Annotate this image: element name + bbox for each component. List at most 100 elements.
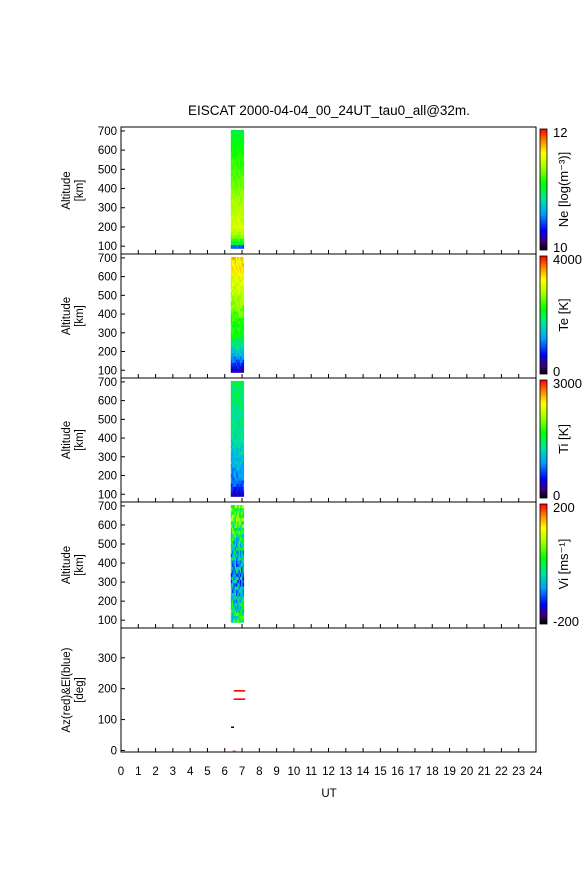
heatmap-cell xyxy=(230,380,233,385)
heatmap-cell xyxy=(241,289,243,293)
data-point xyxy=(240,690,244,692)
heatmap-cell xyxy=(233,416,235,420)
heatmap-cell xyxy=(230,133,233,137)
heatmap-cell xyxy=(230,441,233,446)
heatmap-cell xyxy=(232,324,234,328)
heatmap-cell xyxy=(232,413,234,417)
heatmap-cell xyxy=(242,129,245,134)
y-axis-label: Altitude[km] xyxy=(61,546,86,584)
heatmap-cell xyxy=(242,343,245,348)
heatmap-cell xyxy=(235,429,238,433)
heatmap-cell xyxy=(239,156,242,160)
heatmap-cell xyxy=(239,266,242,271)
heatmap-cell xyxy=(239,346,242,351)
heatmap-cell xyxy=(238,606,241,610)
heatmap-cell xyxy=(242,218,245,223)
heatmap-cell xyxy=(242,314,245,319)
data-point xyxy=(231,726,235,729)
heatmap-cell xyxy=(235,139,238,144)
heatmap-cell xyxy=(239,133,242,137)
x-tick-label: 0 xyxy=(118,766,124,778)
heatmap-cell xyxy=(233,205,235,210)
heatmap-cell xyxy=(235,129,238,134)
heatmap-cell xyxy=(237,305,239,309)
heatmap-cell xyxy=(234,563,237,568)
heatmap-cell xyxy=(239,289,242,293)
heatmap-cell xyxy=(242,438,245,443)
heatmap-cell xyxy=(234,576,237,581)
heatmap-cell xyxy=(242,612,245,617)
heatmap-cell xyxy=(234,615,237,620)
heatmap-cell xyxy=(239,518,242,522)
heatmap-cell xyxy=(238,393,241,398)
heatmap-cell xyxy=(230,486,233,491)
heatmap-cell xyxy=(230,176,233,180)
heatmap-cell xyxy=(242,527,245,532)
heatmap-cell xyxy=(235,343,238,348)
heatmap-cell xyxy=(241,432,243,436)
heatmap-cell xyxy=(230,356,233,360)
heatmap-cell xyxy=(241,298,243,303)
heatmap-cell xyxy=(241,153,243,157)
heatmap-cell xyxy=(242,295,245,299)
heatmap-cell xyxy=(238,425,241,430)
heatmap-cell xyxy=(232,279,234,283)
x-tick-label: 22 xyxy=(495,766,508,778)
heatmap-cell xyxy=(242,534,245,538)
heatmap-cell xyxy=(235,524,238,529)
y-axis-label: Altitude[km] xyxy=(61,421,86,459)
heatmap-cell xyxy=(230,340,233,344)
heatmap-cell xyxy=(230,212,233,216)
heatmap-cell xyxy=(242,432,245,436)
heatmap-cell xyxy=(241,445,243,449)
heatmap-cell xyxy=(230,573,233,578)
y-axis-label-line: Altitude xyxy=(61,546,73,584)
heatmap-cell xyxy=(235,521,238,525)
heatmap-cell xyxy=(241,232,243,236)
heatmap-cell xyxy=(230,305,233,309)
heatmap-cell xyxy=(235,534,238,538)
heatmap-cell xyxy=(237,445,239,449)
heatmap-cell xyxy=(235,566,238,571)
x-tick-label: 3 xyxy=(170,766,176,778)
heatmap-cell xyxy=(230,295,233,299)
heatmap-cell xyxy=(238,514,241,519)
heatmap-cell xyxy=(235,356,238,360)
heatmap-cell xyxy=(234,269,237,274)
heatmap-cell xyxy=(232,295,234,299)
heatmap-cell xyxy=(235,185,238,190)
heatmap-cell xyxy=(232,609,234,613)
heatmap-cell xyxy=(241,202,243,206)
heatmap-cell xyxy=(238,362,241,367)
heatmap-cell xyxy=(241,208,243,213)
heatmap-cell xyxy=(235,527,238,532)
heatmap-cell xyxy=(232,547,234,551)
heatmap-cell xyxy=(232,557,234,561)
heatmap-cell xyxy=(232,619,234,623)
heatmap-cell xyxy=(241,406,243,411)
colorbar-label: Vi [ms⁻¹] xyxy=(556,539,571,590)
heatmap-cell xyxy=(241,366,243,370)
colorbar xyxy=(539,503,548,625)
heatmap-cell xyxy=(237,327,239,332)
heatmap-cell xyxy=(242,422,245,427)
heatmap-cell xyxy=(242,356,245,360)
heatmap-cell xyxy=(238,470,241,475)
heatmap-cell xyxy=(232,419,234,423)
heatmap-cell xyxy=(232,301,234,306)
colorbar-max-label: 3000 xyxy=(553,376,582,391)
heatmap-cell xyxy=(234,189,237,193)
heatmap-cell xyxy=(233,292,235,296)
heatmap-cell xyxy=(234,362,237,367)
x-tick-label: 20 xyxy=(460,766,473,778)
heatmap-cell xyxy=(232,192,234,197)
heatmap-cell xyxy=(233,477,235,481)
heatmap-cell xyxy=(232,602,234,607)
heatmap-cell xyxy=(230,596,233,600)
heatmap-cell xyxy=(241,419,243,423)
heatmap-cell xyxy=(239,241,242,246)
heatmap-cell xyxy=(235,295,238,299)
heatmap-cell xyxy=(233,441,235,446)
heatmap-cell xyxy=(241,133,243,137)
